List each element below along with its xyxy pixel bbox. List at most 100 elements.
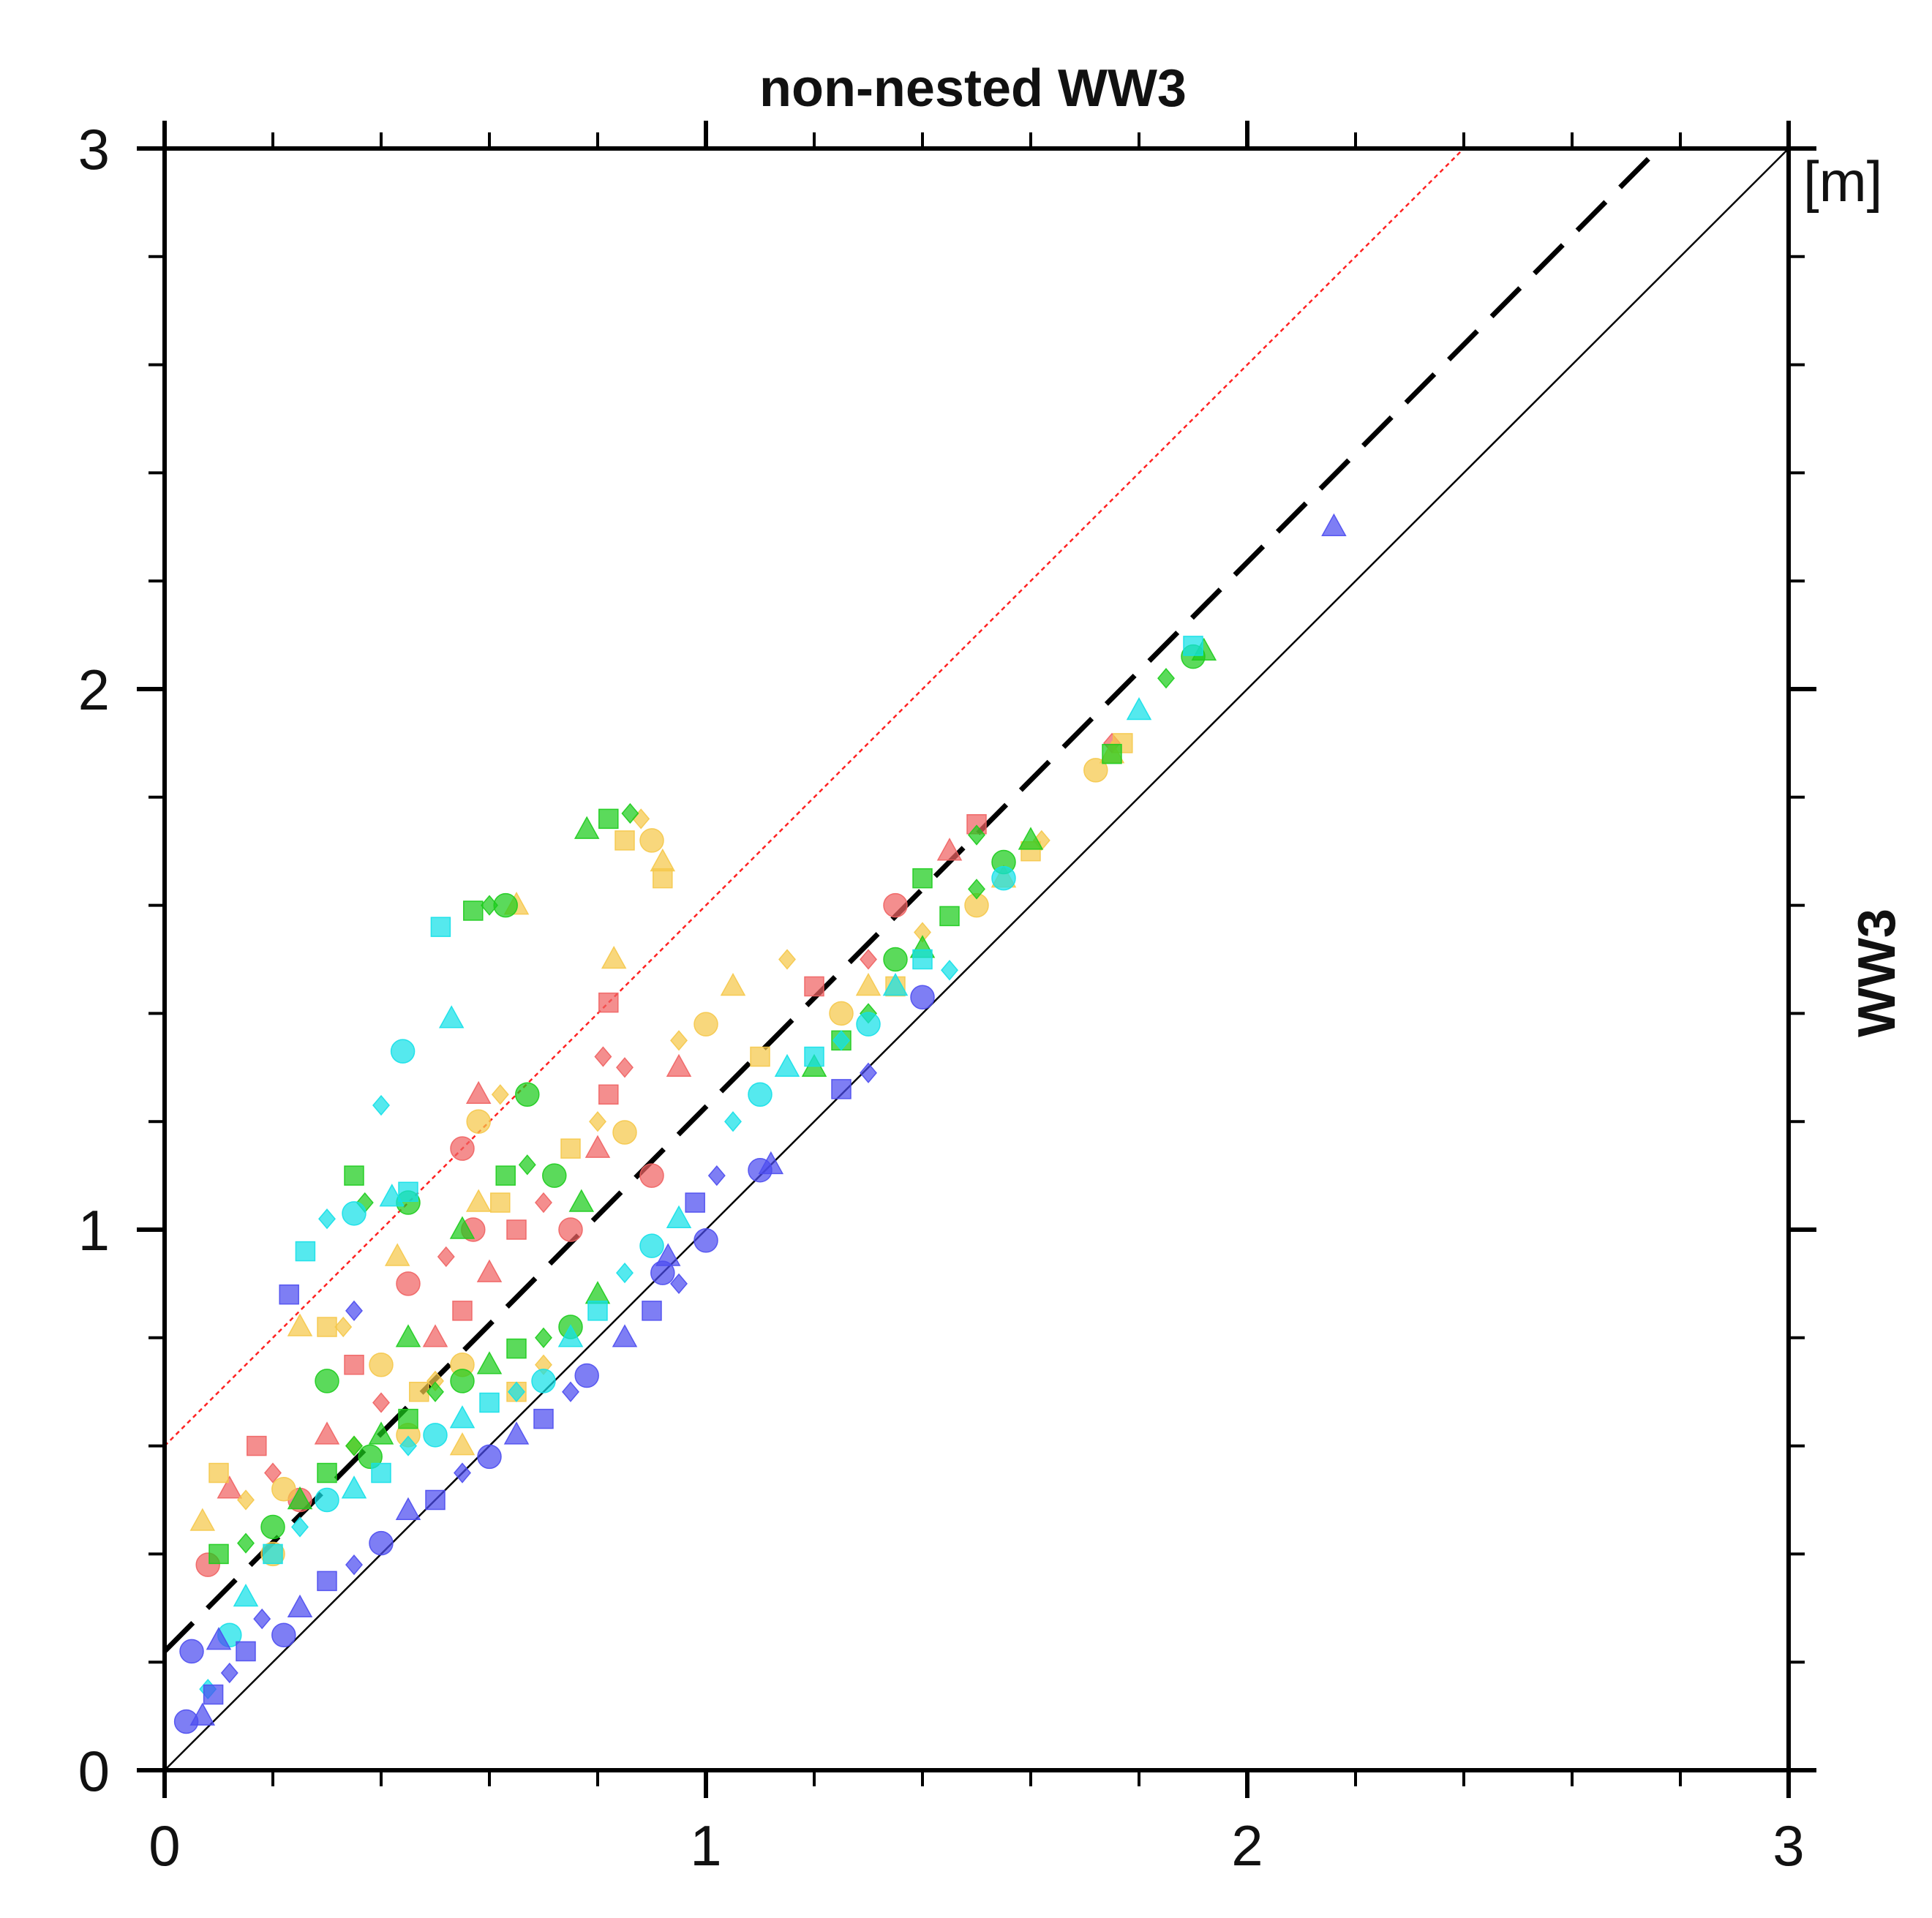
point-blue-23 (670, 1273, 688, 1295)
point-yellow-7 (369, 1353, 394, 1377)
unit-label: [m] (1803, 149, 1882, 214)
point-cyan-36 (941, 960, 958, 981)
point-blue-18 (533, 1408, 554, 1429)
y-tick-label-0: 0 (78, 1739, 110, 1803)
point-yellow-24 (650, 848, 676, 872)
point-red-7 (372, 1392, 390, 1413)
point-yellow-30 (778, 949, 796, 970)
point-green-2 (260, 1514, 285, 1540)
point-cyan-28 (724, 1111, 742, 1132)
point-yellow-23 (639, 828, 664, 853)
series-yellow (189, 733, 1133, 1567)
point-green-5 (345, 1435, 363, 1456)
point-yellow-5 (317, 1317, 337, 1337)
point-yellow-14 (491, 1084, 509, 1105)
point-yellow-3 (271, 1476, 296, 1502)
point-red-19 (616, 1057, 634, 1078)
line-dashed-1 (165, 148, 1661, 1653)
point-cyan-14 (557, 1324, 584, 1347)
point-yellow-6 (334, 1316, 353, 1338)
point-red-15 (535, 1192, 552, 1214)
point-blue-36 (650, 1260, 675, 1285)
point-cyan-31 (804, 1046, 824, 1067)
point-green-9 (426, 1381, 444, 1402)
point-blue-27 (707, 1165, 726, 1186)
point-cyan-13 (531, 1369, 556, 1394)
point-green-44 (912, 868, 933, 889)
point-green-41 (1157, 668, 1175, 689)
point-red-9 (422, 1324, 448, 1347)
x-tick-label-2: 2 (1231, 1813, 1263, 1878)
point-green-47 (395, 1324, 421, 1347)
point-blue-2 (203, 1684, 224, 1705)
point-green-4 (317, 1462, 337, 1483)
point-green-40 (1102, 743, 1122, 764)
point-yellow-12 (465, 1189, 492, 1212)
point-blue-29 (758, 1151, 784, 1175)
point-green-24 (463, 900, 484, 921)
point-cyan-32 (832, 1030, 850, 1051)
point-red-28 (450, 1136, 475, 1161)
point-green-46 (315, 1369, 339, 1394)
point-blue-13 (395, 1497, 421, 1521)
point-blue-17 (503, 1421, 530, 1445)
point-cyan-16 (616, 1262, 634, 1284)
point-green-16 (344, 1165, 364, 1186)
point-green-27 (574, 816, 600, 839)
chart-title: non-nested WW3 (759, 59, 1187, 118)
point-cyan-15 (587, 1301, 608, 1321)
point-cyan-5 (315, 1487, 339, 1513)
point-green-6 (358, 1444, 383, 1470)
point-blue-26 (685, 1192, 705, 1213)
point-green-39 (1018, 827, 1044, 850)
point-blue-9 (287, 1594, 313, 1618)
point-red-6 (344, 1355, 364, 1375)
axis-ticks: 0 1 2 3 0 1 2 3 (78, 117, 1816, 1878)
point-blue-12 (369, 1530, 394, 1556)
point-cyan-25 (390, 1039, 416, 1064)
point-yellow-13 (490, 1192, 511, 1213)
point-cyan-18 (666, 1205, 692, 1228)
point-green-21 (518, 1154, 536, 1176)
point-blue-19 (562, 1381, 579, 1402)
point-blue-21 (612, 1324, 638, 1347)
point-green-45 (968, 824, 985, 846)
point-yellow-8 (384, 1243, 410, 1266)
point-cyan-33 (856, 1012, 881, 1037)
point-cyan-20 (318, 1208, 336, 1230)
point-blue-8 (271, 1622, 296, 1647)
point-cyan-29 (748, 1082, 773, 1107)
point-blue-35 (345, 1300, 363, 1322)
point-green-10 (450, 1369, 475, 1394)
point-yellow-9 (409, 1381, 429, 1402)
point-red-13 (476, 1259, 503, 1282)
point-cyan-35 (912, 949, 933, 970)
point-green-20 (495, 1165, 516, 1186)
plot-content (165, 148, 1789, 1770)
point-blue-14 (425, 1489, 446, 1511)
point-blue-5 (206, 1627, 232, 1650)
point-cyan-21 (342, 1201, 367, 1226)
point-red-10 (452, 1301, 473, 1321)
point-cyan-27 (430, 917, 451, 937)
point-red-23 (860, 949, 877, 970)
y-tick-label-3: 3 (78, 117, 110, 181)
point-cyan-6 (341, 1475, 367, 1499)
point-blue-11 (345, 1554, 363, 1576)
point-blue-3 (220, 1662, 238, 1684)
point-yellow-21 (614, 830, 635, 851)
point-cyan-8 (399, 1435, 417, 1456)
point-green-12 (506, 1338, 527, 1359)
point-green-8 (398, 1408, 418, 1429)
y-axis-label: WW3 (1848, 909, 1906, 1037)
point-cyan-30 (774, 1053, 800, 1078)
point-yellow-20 (601, 945, 627, 969)
point-cyan-9 (423, 1423, 448, 1448)
point-red-2 (247, 1435, 267, 1456)
point-green-28 (598, 808, 619, 830)
point-yellow-19 (612, 1120, 637, 1145)
point-cyan-23 (398, 1181, 418, 1203)
point-green-7 (368, 1421, 394, 1445)
point-blue-34 (279, 1284, 299, 1305)
